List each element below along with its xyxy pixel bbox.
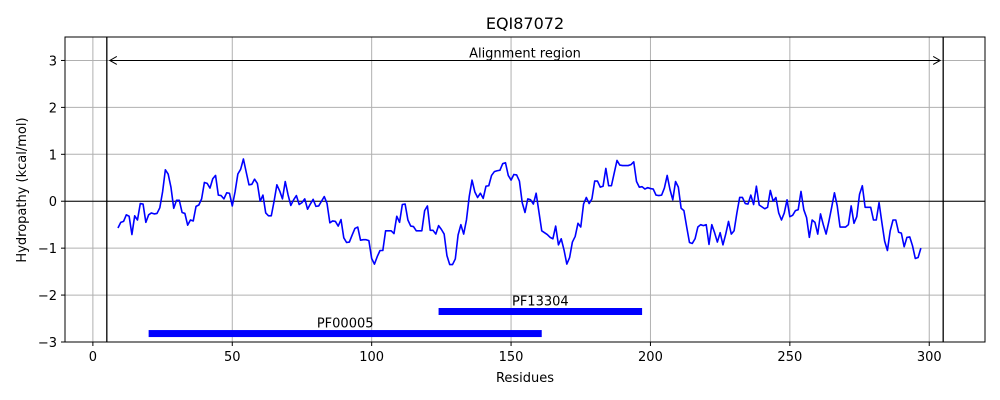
x-tick-label: 150 <box>499 350 524 365</box>
arrow-head-right <box>932 56 942 65</box>
y-tick-label: −1 <box>38 242 57 257</box>
domain-bars: PF13304 PF00005 <box>148 295 643 338</box>
y-tick-label: 3 <box>49 54 57 69</box>
x-tick-label: 0 <box>89 350 97 365</box>
domain-bar <box>148 330 542 338</box>
x-axis: 0 50 100 150 200 250 300 <box>89 342 942 365</box>
arrow-head-left <box>108 56 118 65</box>
reference-lines <box>65 37 985 342</box>
y-tick-label: 2 <box>49 101 57 116</box>
y-tick-label: 0 <box>49 195 57 210</box>
chart-title: EQI87072 <box>486 14 564 33</box>
y-tick-label: 1 <box>49 148 57 163</box>
domain-bar <box>438 308 643 315</box>
y-tick-label: −2 <box>38 289 57 304</box>
domain-label: PF13304 <box>512 295 569 310</box>
x-tick-label: 300 <box>917 350 942 365</box>
x-tick-label: 250 <box>777 350 802 365</box>
x-axis-label: Residues <box>496 371 554 386</box>
annotation-layer: Alignment region <box>108 46 942 65</box>
x-tick-label: 50 <box>224 350 241 365</box>
y-axis: −3 −2 −1 0 1 2 3 <box>38 54 65 351</box>
hydropathy-line <box>117 158 922 266</box>
y-tick-label: −3 <box>38 336 57 351</box>
x-tick-label: 200 <box>638 350 663 365</box>
plot-frame <box>64 36 986 343</box>
alignment-region-label: Alignment region <box>469 46 581 61</box>
y-axis-label: Hydropathy (kcal/mol) <box>15 117 30 262</box>
x-tick-label: 100 <box>359 350 384 365</box>
domain-label: PF00005 <box>317 317 374 332</box>
series-layer <box>117 158 922 266</box>
